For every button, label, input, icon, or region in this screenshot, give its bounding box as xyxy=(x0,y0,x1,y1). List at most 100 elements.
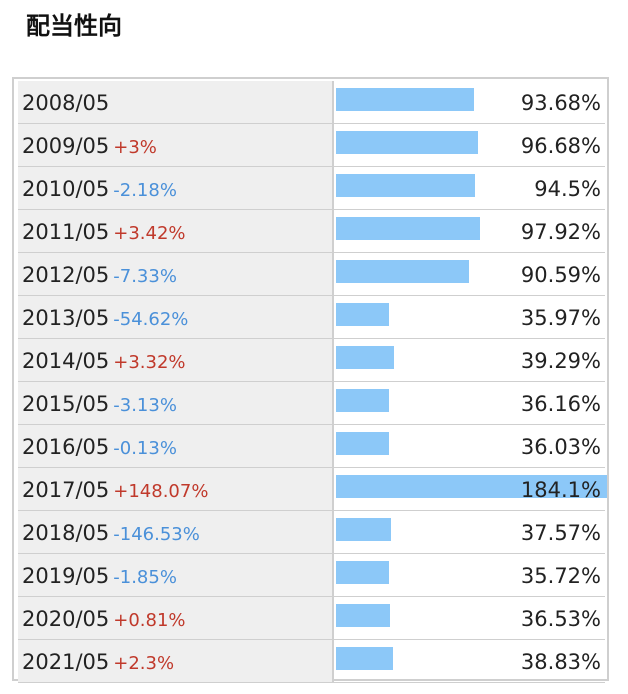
fiscal-year: 2012/05 -7.33% xyxy=(22,262,177,290)
row-divider xyxy=(18,252,605,253)
year-cell: 2013/05 -54.62% xyxy=(18,296,334,338)
payout-ratio-value: 36.03% xyxy=(520,435,601,459)
payout-ratio-table: 2008/05 93.68% 2009/05 +3% 96.68% 2010/05 -2.1… xyxy=(12,77,609,683)
change-percent: -1.85% xyxy=(113,567,177,588)
change-percent: -7.33% xyxy=(113,266,177,287)
payout-ratio-bar xyxy=(336,303,389,326)
fiscal-year-label: 2015/05 xyxy=(22,392,110,416)
section-title: 配当性向 xyxy=(26,12,122,40)
fiscal-year: 2014/05 +3.32% xyxy=(22,348,186,376)
payout-ratio-value: 35.72% xyxy=(520,564,601,588)
row-divider xyxy=(18,553,605,554)
fiscal-year-label: 2008/05 xyxy=(22,91,110,115)
year-cell: 2015/05 -3.13% xyxy=(18,382,334,424)
payout-ratio-value: 38.83% xyxy=(520,650,601,674)
year-cell: 2019/05 -1.85% xyxy=(18,554,334,596)
payout-ratio-bar xyxy=(336,518,391,541)
table-row: 2020/05 +0.81% 36.53% xyxy=(18,597,605,640)
change-percent: -2.18% xyxy=(113,180,177,201)
year-cell: 2012/05 -7.33% xyxy=(18,253,334,295)
row-divider xyxy=(18,209,605,210)
payout-ratio-value: 37.57% xyxy=(520,521,601,545)
payout-ratio-value: 94.5% xyxy=(534,177,601,201)
table-row: 2008/05 93.68% xyxy=(18,81,605,124)
change-percent: +2.3% xyxy=(113,653,175,674)
fiscal-year: 2011/05 +3.42% xyxy=(22,219,186,247)
year-cell: 2017/05 +148.07% xyxy=(18,468,334,510)
fiscal-year: 2009/05 +3% xyxy=(22,133,157,161)
table-row: 2014/05 +3.32% 39.29% xyxy=(18,339,605,382)
payout-ratio-bar xyxy=(336,346,394,369)
year-cell: 2008/05 xyxy=(18,81,334,123)
fiscal-year: 2018/05 -146.53% xyxy=(22,520,200,548)
row-divider xyxy=(18,123,605,124)
payout-ratio-value: 97.92% xyxy=(520,220,601,244)
table-row: 2017/05 +148.07% 184.1% xyxy=(18,468,607,511)
payout-ratio-bar xyxy=(336,389,389,412)
change-percent: +148.07% xyxy=(113,481,209,502)
payout-ratio-bar xyxy=(336,604,390,627)
table-row: 2019/05 -1.85% 35.72% xyxy=(18,554,605,597)
fiscal-year: 2016/05 -0.13% xyxy=(22,434,177,462)
fiscal-year-label: 2020/05 xyxy=(22,607,110,631)
table-row: 2018/05 -146.53% 37.57% xyxy=(18,511,605,554)
payout-ratio-bar xyxy=(336,432,389,455)
fiscal-year: 2010/05 -2.18% xyxy=(22,176,177,204)
payout-ratio-value: 35.97% xyxy=(520,306,601,330)
year-cell: 2021/05 +2.3% xyxy=(18,640,334,682)
payout-ratio-value: 36.16% xyxy=(520,392,601,416)
row-divider xyxy=(18,682,605,683)
row-divider xyxy=(18,424,605,425)
payout-ratio-bar xyxy=(336,217,480,240)
fiscal-year: 2013/05 -54.62% xyxy=(22,305,188,333)
payout-ratio-value: 90.59% xyxy=(520,263,601,287)
fiscal-year-label: 2014/05 xyxy=(22,349,110,373)
payout-ratio-value: 36.53% xyxy=(520,607,601,631)
table-row: 2015/05 -3.13% 36.16% xyxy=(18,382,605,425)
year-cell: 2016/05 -0.13% xyxy=(18,425,334,467)
fiscal-year-label: 2017/05 xyxy=(22,478,110,502)
payout-ratio-value: 96.68% xyxy=(520,134,601,158)
payout-ratio-value: 93.68% xyxy=(520,91,601,115)
payout-ratio-bar xyxy=(336,174,475,197)
year-cell: 2020/05 +0.81% xyxy=(18,597,334,639)
row-divider xyxy=(18,166,605,167)
row-divider xyxy=(18,596,605,597)
payout-ratio-bar xyxy=(336,647,393,670)
fiscal-year: 2015/05 -3.13% xyxy=(22,391,177,419)
change-percent: -146.53% xyxy=(113,524,200,545)
year-cell: 2010/05 -2.18% xyxy=(18,167,334,209)
year-cell: 2014/05 +3.32% xyxy=(18,339,334,381)
row-divider xyxy=(18,381,605,382)
table-row: 2010/05 -2.18% 94.5% xyxy=(18,167,605,210)
payout-ratio-bar xyxy=(336,260,469,283)
table-row: 2009/05 +3% 96.68% xyxy=(18,124,605,167)
fiscal-year-label: 2016/05 xyxy=(22,435,110,459)
payout-ratio-bar xyxy=(336,561,389,584)
payout-ratio-value: 39.29% xyxy=(520,349,601,373)
fiscal-year: 2017/05 +148.07% xyxy=(22,477,208,505)
fiscal-year: 2008/05 xyxy=(22,90,109,116)
fiscal-year-label: 2011/05 xyxy=(22,220,110,244)
fiscal-year-label: 2019/05 xyxy=(22,564,110,588)
change-percent: +3% xyxy=(113,137,157,158)
row-divider xyxy=(18,510,605,511)
payout-ratio-value: 184.1% xyxy=(520,478,601,502)
fiscal-year: 2019/05 -1.85% xyxy=(22,563,177,591)
fiscal-year: 2021/05 +2.3% xyxy=(22,649,174,677)
fiscal-year-label: 2012/05 xyxy=(22,263,110,287)
fiscal-year-label: 2010/05 xyxy=(22,177,110,201)
year-cell: 2018/05 -146.53% xyxy=(18,511,334,553)
fiscal-year-label: 2021/05 xyxy=(22,650,110,674)
change-percent: -3.13% xyxy=(113,395,177,416)
fiscal-year-label: 2009/05 xyxy=(22,134,110,158)
table-row: 2012/05 -7.33% 90.59% xyxy=(18,253,605,296)
row-divider xyxy=(18,295,605,296)
table-row: 2016/05 -0.13% 36.03% xyxy=(18,425,605,468)
payout-ratio-bar xyxy=(336,131,478,154)
table-row: 2013/05 -54.62% 35.97% xyxy=(18,296,605,339)
year-cell: 2011/05 +3.42% xyxy=(18,210,334,252)
payout-ratio-bar xyxy=(336,475,607,498)
fiscal-year-label: 2013/05 xyxy=(22,306,110,330)
change-percent: +3.42% xyxy=(113,223,186,244)
